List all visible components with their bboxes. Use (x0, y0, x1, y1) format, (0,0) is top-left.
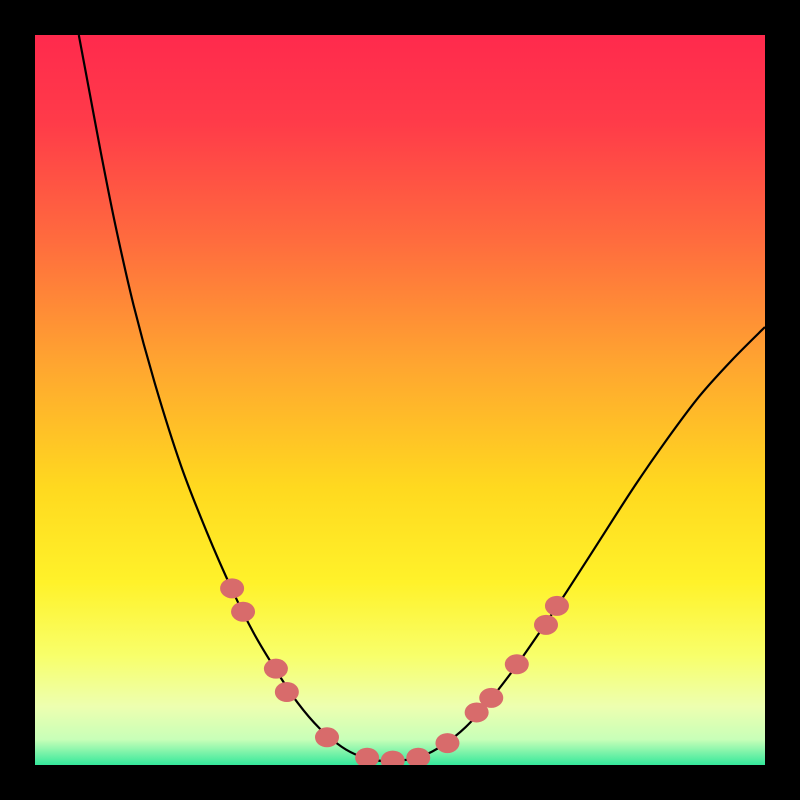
curve-marker (534, 615, 558, 635)
curve-marker (545, 596, 569, 616)
curve-marker (505, 654, 529, 674)
curve-marker (315, 727, 339, 747)
curve-marker (355, 748, 379, 768)
curve-marker (479, 688, 503, 708)
curve-marker (275, 682, 299, 702)
curve-marker (264, 659, 288, 679)
curve-marker (231, 602, 255, 622)
plot-background (35, 35, 765, 765)
curve-marker (220, 578, 244, 598)
bottleneck-chart (0, 0, 800, 800)
curve-marker (406, 748, 430, 768)
curve-marker (435, 733, 459, 753)
